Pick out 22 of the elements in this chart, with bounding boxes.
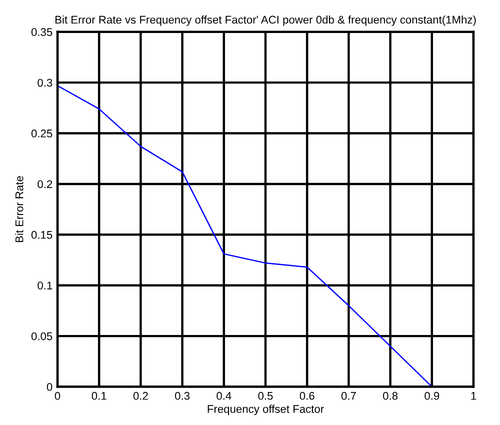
x-tick-label: 1 (471, 392, 476, 400)
x-tick-label: 0 (54, 392, 60, 400)
x-axis-title: Frequency offset Factor (208, 404, 324, 416)
y-tick-label: 0.25 (31, 130, 52, 138)
x-tick-label: 0.3 (175, 392, 190, 400)
y-axis-title: Bit Error Rate (15, 176, 24, 242)
x-tick-label: 0.7 (341, 392, 356, 400)
y-tick-label: 0 (46, 383, 52, 391)
x-tick-label: 0.5 (258, 392, 273, 400)
y-tick-label: 0.1 (38, 282, 52, 290)
y-tick-label: 0.15 (31, 230, 52, 239)
x-tick-label: 0.1 (92, 392, 106, 400)
x-tick-label: 0.9 (424, 392, 440, 400)
y-tick-label: 0.35 (31, 28, 52, 36)
x-tick-label: 0.4 (216, 392, 232, 400)
x-tick-label: 0.6 (300, 392, 314, 400)
chart-title: Bit Error Rate vs Frequency offset Factor' ACI power 0db & frequency constant(1Mhz) (55, 15, 476, 26)
y-tick-label: 0.3 (38, 78, 52, 87)
x-tick-label: 0.8 (383, 392, 398, 400)
y-tick-label: 0.2 (38, 180, 52, 188)
y-tick-label: 0.05 (31, 332, 52, 340)
x-tick-label: 0.2 (133, 392, 148, 400)
